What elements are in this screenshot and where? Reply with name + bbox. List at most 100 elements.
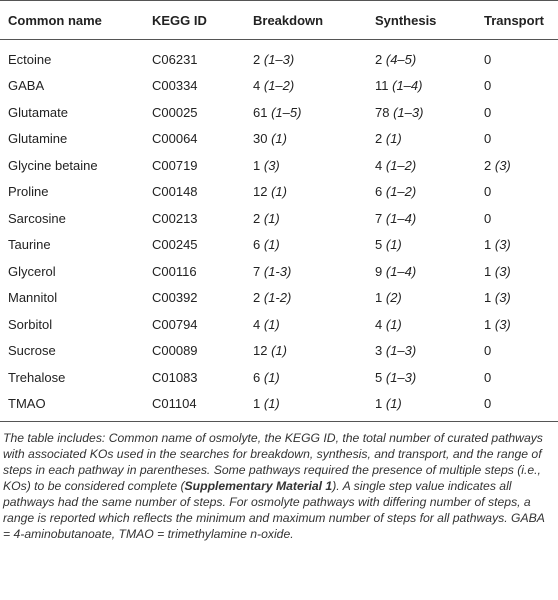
count: 1 (484, 316, 492, 332)
steps: (1-3) (263, 263, 292, 279)
header-cell: KEGG ID (144, 0, 245, 40)
table-cell: 1 (3) (476, 258, 558, 285)
count: 2 (484, 157, 492, 173)
table-cell: 6 (1) (245, 232, 367, 259)
count: 6 (253, 369, 261, 385)
table-cell: 1 (3) (245, 152, 367, 179)
steps: (1–4) (385, 210, 417, 226)
table-cell: 12 (1) (245, 179, 367, 206)
table-cell: C00025 (152, 104, 198, 120)
table-cell: Sarcosine (8, 210, 66, 226)
count: 6 (375, 184, 383, 200)
count: 7 (375, 210, 383, 226)
steps: (3) (494, 237, 511, 253)
count: 5 (375, 369, 383, 385)
count: 11 (375, 78, 389, 94)
count: 0 (484, 210, 492, 226)
table-row: Taurine C00245 6 (1) 5 (1) 1 (3) (0, 232, 558, 259)
steps: (1) (385, 396, 402, 412)
table-cell: 9 (1–4) (367, 258, 476, 285)
table-cell: 0 (476, 40, 558, 73)
table-cell: 2 (1-2) (245, 285, 367, 312)
steps: (1–5) (271, 104, 302, 120)
table-cell: 0 (476, 364, 558, 391)
count: 1 (253, 396, 261, 412)
count: 1 (253, 157, 261, 173)
table-cell: 1 (2) (367, 285, 476, 312)
header-row: Common name KEGG ID Breakdown Synthesis Tran… (0, 0, 558, 40)
table-cell: 7 (1–4) (367, 205, 476, 232)
caption-text: ). A single step value indicates all pat… (3, 479, 545, 541)
count: 1 (484, 263, 492, 279)
table-cell: 61 (1–5) (245, 99, 367, 126)
table-cell: 1 (3) (476, 311, 558, 338)
steps: (1–3) (393, 104, 424, 120)
table-cell: 3 (1–3) (367, 338, 476, 365)
table-cell: C00116 (152, 263, 197, 279)
table-cell: Glutamine (8, 131, 68, 147)
table-cell: 0 (476, 73, 558, 100)
count: 6 (253, 237, 261, 253)
steps: (1) (385, 131, 402, 147)
steps: (3) (494, 263, 511, 279)
table-cell: 5 (1) (367, 232, 476, 259)
steps: (1–2) (385, 184, 417, 200)
table-cell: 1 (1) (245, 390, 367, 422)
caption: The table includes: Common name of osmol… (0, 422, 558, 542)
table-cell: 5 (1–3) (367, 364, 476, 391)
table-cell: C00392 (152, 290, 198, 306)
steps: (1) (385, 316, 402, 332)
table-cell: 6 (1–2) (367, 179, 476, 206)
steps: (1) (263, 210, 280, 226)
count: 0 (484, 104, 492, 120)
steps: (1) (263, 316, 280, 332)
table-cell: C00089 (152, 343, 198, 359)
table-cell: 0 (476, 390, 558, 422)
table-row: TMAO C01104 1 (1) 1 (1) 0 (0, 390, 558, 422)
table-cell: C00064 (152, 131, 198, 147)
count: 5 (375, 237, 383, 253)
table-cell: 2 (1) (367, 126, 476, 153)
table-row: Mannitol C00392 2 (1-2) 1 (2) 1 (3) (0, 285, 558, 312)
table-cell: Proline (8, 184, 49, 200)
table-cell: 7 (1-3) (245, 258, 367, 285)
table-row: Glutamate C00025 61 (1–5) 78 (1–3) 0 (0, 99, 558, 126)
count: 12 (253, 184, 268, 200)
count: 2 (253, 51, 261, 67)
steps: (3) (494, 290, 511, 306)
table-cell: 6 (1) (245, 364, 367, 391)
table-cell: C06231 (152, 51, 198, 67)
count: 0 (484, 51, 492, 67)
steps: (1-2) (263, 290, 292, 306)
data-table: Common name KEGG ID Breakdown Synthesis Tran… (0, 0, 558, 422)
table-row: Sarcosine C00213 2 (1) 7 (1–4) 0 (0, 205, 558, 232)
steps: (1–2) (263, 78, 295, 94)
steps: (2) (385, 290, 402, 306)
table-cell: 4 (1) (367, 311, 476, 338)
table-cell: C00334 (152, 78, 198, 94)
table-cell: 4 (1–2) (245, 73, 367, 100)
steps: (1–3) (385, 343, 417, 359)
header-cell: Common name (0, 0, 144, 40)
count: 4 (253, 316, 261, 332)
table-row: GABA C00334 4 (1–2) 11 (1–4) 0 (0, 73, 558, 100)
table-row: Glycine betaine C00719 1 (3) 4 (1–2) 2 (3) (0, 152, 558, 179)
table-cell: C00719 (152, 157, 198, 173)
table-cell: C01104 (144, 390, 245, 422)
table-cell: GABA (8, 78, 45, 94)
table-cell: 11 (1–4) (367, 73, 476, 100)
steps: (1) (271, 131, 287, 147)
table-row: Sorbitol C00794 4 (1) 4 (1) 1 (3) (0, 311, 558, 338)
table-cell: 1 (3) (476, 232, 558, 259)
steps: (1) (263, 369, 280, 385)
steps: (1–4) (392, 78, 423, 94)
steps: (1) (271, 343, 287, 359)
steps: (1) (263, 237, 280, 253)
steps: (1–2) (385, 157, 417, 173)
table-row: Glutamine C00064 30 (1) 2 (1) 0 (0, 126, 558, 153)
count: 7 (253, 263, 261, 279)
table-row: Trehalose C01083 6 (1) 5 (1–3) 0 (0, 364, 558, 391)
table-cell: 2 (3) (476, 152, 558, 179)
header-cell: Breakdown (245, 0, 367, 40)
count: 30 (253, 131, 268, 147)
